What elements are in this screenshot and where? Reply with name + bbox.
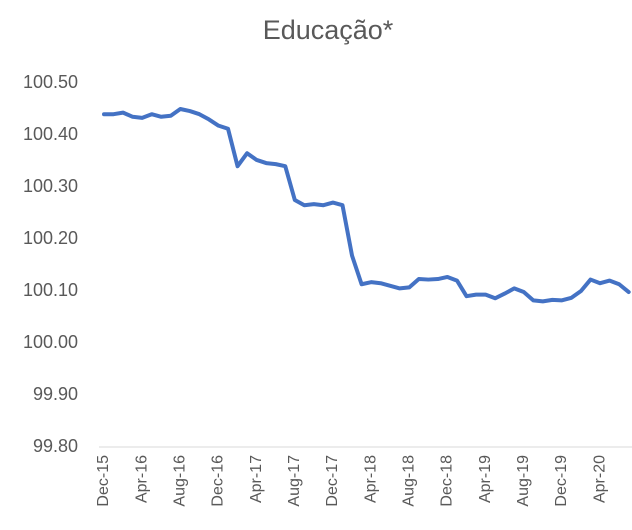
- y-tick-label: 99.90: [33, 384, 78, 404]
- y-tick-label: 100.00: [23, 332, 78, 352]
- x-tick-label: Aug-18: [400, 455, 417, 507]
- x-tick-label: Apr-18: [362, 455, 379, 503]
- x-tick-label: Apr-19: [477, 455, 494, 503]
- x-tick-label: Apr-17: [248, 455, 265, 503]
- x-tick-label: Dec-17: [324, 455, 341, 507]
- y-tick-label: 99.80: [33, 436, 78, 456]
- y-tick-label: 100.20: [23, 228, 78, 248]
- x-tick-label: Apr-16: [133, 455, 150, 503]
- x-tick-label: Apr-20: [591, 455, 608, 503]
- x-tick-label: Dec-16: [210, 455, 227, 507]
- x-tick-label: Aug-16: [172, 455, 189, 507]
- y-tick-label: 100.40: [23, 124, 78, 144]
- y-tick-label: 100.30: [23, 176, 78, 196]
- line-series: [102, 107, 631, 304]
- y-tick-label: 100.10: [23, 280, 78, 300]
- x-tick-label: Aug-19: [515, 455, 532, 507]
- y-tick-label: 100.50: [23, 72, 78, 92]
- chart-title: Educação*: [263, 15, 394, 45]
- x-tick-label: Aug-17: [286, 455, 303, 507]
- x-tick-label: Dec-18: [439, 455, 456, 507]
- x-tick-label: Dec-19: [553, 455, 570, 507]
- x-tick-label: Dec-15: [95, 455, 112, 507]
